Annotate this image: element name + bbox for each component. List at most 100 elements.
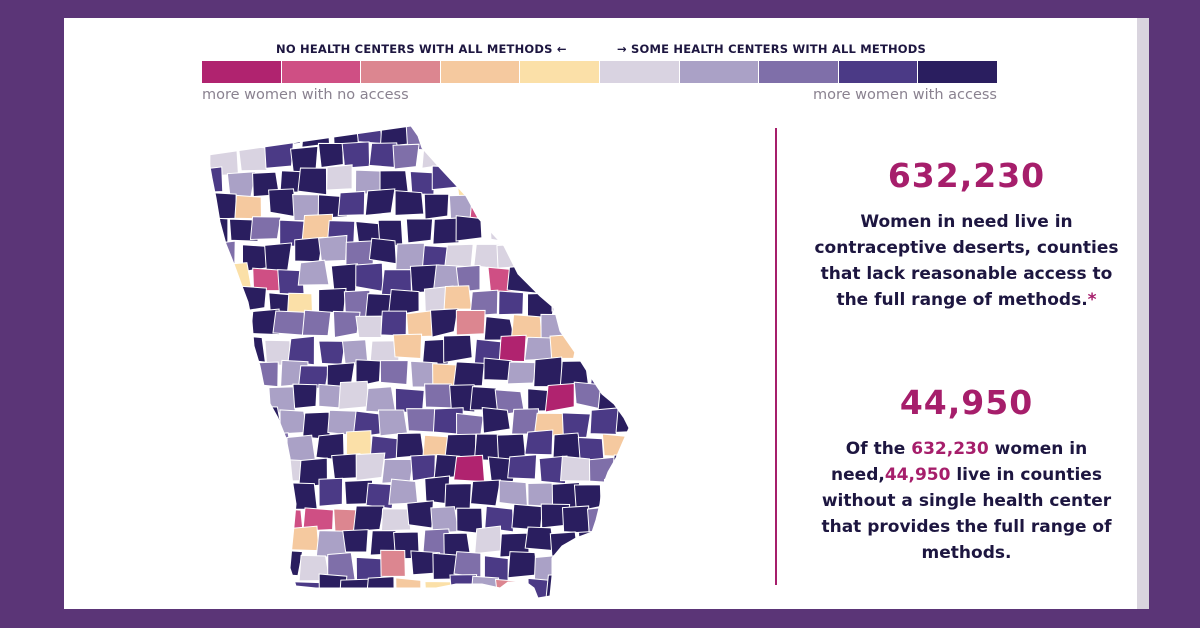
county-shape bbox=[229, 408, 258, 435]
county-shape bbox=[240, 285, 267, 312]
county-shape bbox=[640, 126, 644, 142]
county-shape bbox=[405, 218, 434, 244]
legend-swatch bbox=[520, 61, 599, 83]
county-shape bbox=[341, 141, 371, 169]
county-shape bbox=[268, 188, 298, 218]
county-shape bbox=[406, 500, 434, 529]
county-shape bbox=[338, 578, 371, 598]
county-shape bbox=[380, 549, 406, 577]
county-shape bbox=[223, 451, 251, 482]
county-shape bbox=[611, 454, 629, 477]
county-shape bbox=[586, 506, 612, 536]
county-shape bbox=[573, 191, 601, 218]
stat1-number: 632,230 bbox=[887, 156, 1046, 195]
county-shape bbox=[223, 262, 253, 290]
county-shape bbox=[561, 214, 589, 243]
legend-caption-right: more women with access bbox=[813, 87, 997, 103]
county-shape bbox=[353, 597, 383, 598]
county-shape bbox=[615, 501, 629, 528]
county-shape bbox=[611, 264, 629, 291]
county-shape bbox=[380, 508, 412, 532]
county-shape bbox=[432, 217, 462, 245]
county-shape bbox=[431, 165, 459, 191]
county-shape bbox=[221, 597, 250, 598]
stat1-text: Women in need live in contraceptive dese… bbox=[804, 209, 1129, 313]
county-shape bbox=[297, 259, 330, 286]
county-shape bbox=[209, 430, 240, 459]
county-shape bbox=[380, 310, 408, 337]
legend-right-label: SOME HEALTH CENTERS WITH ALL METHODS bbox=[631, 42, 927, 56]
county-shape bbox=[604, 334, 629, 362]
county-shape bbox=[586, 308, 616, 339]
county-shape bbox=[577, 530, 607, 558]
county-shape bbox=[627, 338, 629, 367]
county-shape bbox=[498, 144, 531, 174]
county-shape bbox=[483, 126, 515, 145]
county-shape bbox=[498, 334, 527, 363]
county-shape bbox=[457, 600, 485, 606]
county-shape bbox=[423, 193, 450, 220]
legend-caption-left: more women with no access bbox=[202, 87, 409, 103]
county-shape bbox=[355, 315, 382, 339]
county-shape bbox=[249, 216, 282, 241]
stat-block-2: 44,950 Of the 632,230 women in need,44,9… bbox=[804, 383, 1129, 566]
county-shape bbox=[455, 264, 481, 293]
county-shape bbox=[544, 383, 575, 413]
county-shape bbox=[292, 383, 318, 409]
county-shape bbox=[637, 262, 644, 286]
county-shape bbox=[549, 143, 577, 173]
county-shape bbox=[455, 309, 486, 336]
county-shape bbox=[533, 356, 563, 388]
county-shape bbox=[406, 408, 437, 433]
county-shape bbox=[610, 167, 629, 195]
county-shape bbox=[601, 243, 628, 272]
county-shape bbox=[208, 166, 224, 194]
footnote-mark: * bbox=[1087, 290, 1097, 310]
county-shape bbox=[577, 142, 604, 173]
county-shape bbox=[559, 266, 588, 294]
county-shape bbox=[498, 290, 525, 316]
county-shape bbox=[235, 574, 266, 598]
county-shape bbox=[424, 383, 453, 409]
county-shape bbox=[482, 167, 512, 196]
county-shape bbox=[590, 597, 618, 598]
county-shape bbox=[421, 140, 451, 169]
county-shape bbox=[641, 316, 644, 343]
county-shape bbox=[512, 599, 543, 606]
county-shape bbox=[601, 433, 629, 458]
county-shape bbox=[365, 576, 395, 598]
state-outline bbox=[207, 125, 630, 599]
county-shape bbox=[484, 505, 514, 533]
county-shape bbox=[526, 147, 553, 174]
county-shape bbox=[592, 167, 618, 195]
county-shape bbox=[535, 603, 562, 606]
stat2-number: 44,950 bbox=[899, 383, 1034, 422]
county-shape bbox=[208, 554, 222, 584]
county-shape bbox=[563, 602, 592, 606]
stat2-mid: women in need, bbox=[831, 439, 1088, 485]
county-shape bbox=[577, 239, 607, 267]
county-shape bbox=[524, 526, 555, 552]
county-shape bbox=[586, 126, 615, 147]
county-shape bbox=[287, 335, 315, 366]
county-shape bbox=[627, 286, 629, 316]
county-shape bbox=[625, 579, 629, 598]
county-shape bbox=[533, 215, 566, 243]
color-scale-legend bbox=[202, 61, 997, 83]
content-panel: NO HEALTH CENTERS WITH ALL METHODS ← → S… bbox=[64, 18, 1149, 609]
county-shape bbox=[368, 237, 397, 265]
county-shape bbox=[511, 408, 539, 435]
county-shape bbox=[355, 452, 386, 482]
county-shape bbox=[611, 357, 629, 387]
county-shape bbox=[597, 577, 629, 598]
county-shape bbox=[301, 309, 332, 337]
county-shape bbox=[318, 340, 346, 365]
county-shape bbox=[561, 412, 591, 439]
county-shape bbox=[603, 144, 629, 169]
county-shape bbox=[252, 457, 281, 485]
county-shape bbox=[355, 359, 382, 388]
county-shape bbox=[627, 528, 629, 556]
county-shape bbox=[452, 361, 485, 387]
county-shape bbox=[252, 551, 282, 579]
county-shape bbox=[280, 599, 306, 606]
